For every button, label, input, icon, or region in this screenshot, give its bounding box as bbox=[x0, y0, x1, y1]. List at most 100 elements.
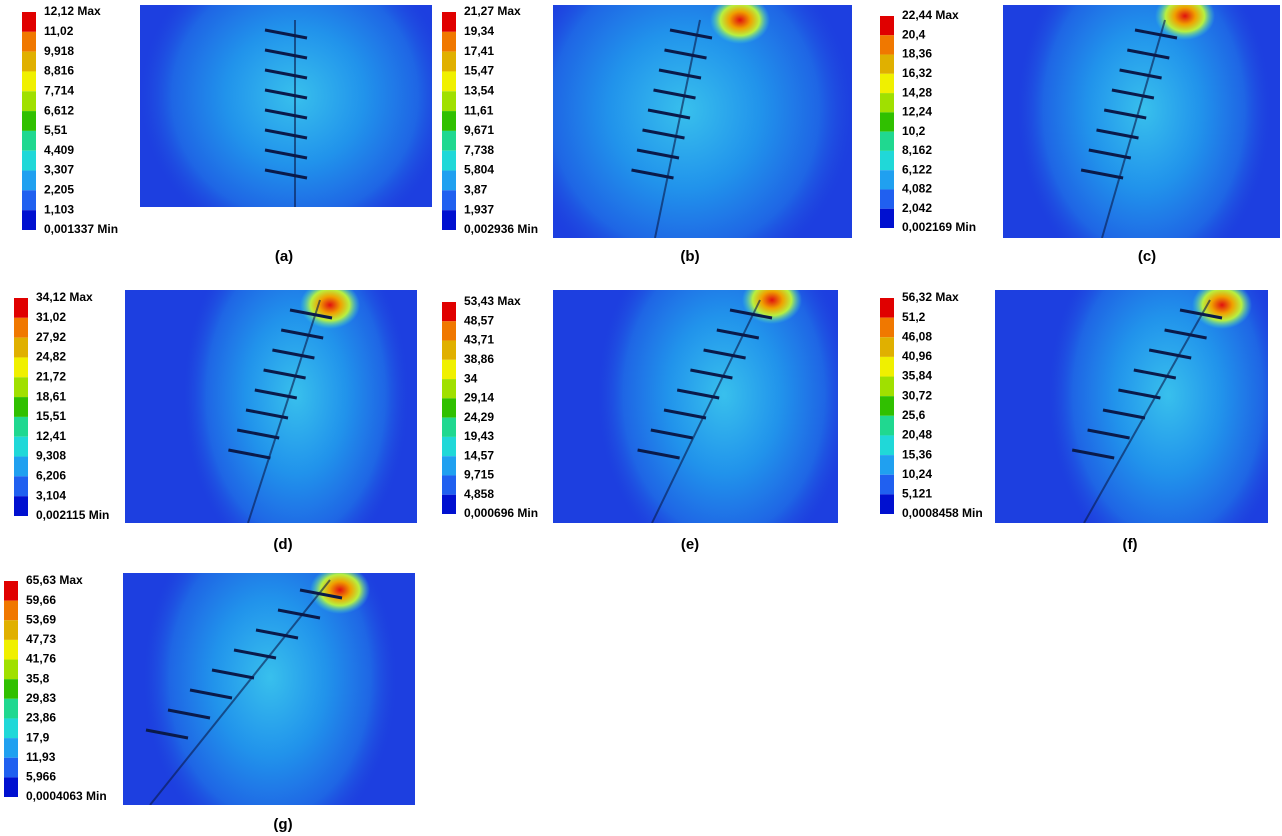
legend-swatch bbox=[4, 679, 18, 699]
caption: (e) bbox=[681, 536, 699, 553]
legend-label: 34 bbox=[464, 371, 478, 385]
legend-swatch bbox=[4, 738, 18, 758]
legend-swatch bbox=[442, 475, 456, 494]
legend-label: 20,48 bbox=[902, 428, 932, 442]
legend-label: 65,63 Max bbox=[26, 573, 83, 587]
legend-label: 2,205 bbox=[44, 183, 74, 197]
legend-swatch bbox=[22, 131, 36, 151]
legend-swatch bbox=[880, 337, 894, 357]
legend-label: 40,96 bbox=[902, 349, 932, 363]
field bbox=[1018, 0, 1270, 285]
legend-swatch bbox=[4, 620, 18, 640]
legend-swatch bbox=[14, 377, 28, 397]
legend-swatch bbox=[880, 318, 894, 338]
legend-swatch bbox=[4, 758, 18, 778]
legend-label: 0,002936 Min bbox=[464, 222, 538, 236]
legend-label: 21,27 Max bbox=[464, 4, 521, 18]
legend-swatch bbox=[442, 379, 456, 398]
legend-label: 20,4 bbox=[902, 27, 926, 41]
legend-label: 29,14 bbox=[464, 391, 494, 405]
legend-swatch bbox=[14, 397, 28, 417]
legend-label: 16,32 bbox=[902, 66, 932, 80]
legend-label: 8,162 bbox=[902, 143, 932, 157]
legend-label: 38,86 bbox=[464, 352, 494, 366]
legend-swatch bbox=[442, 341, 456, 360]
legend-label: 3,307 bbox=[44, 163, 74, 177]
legend-swatch bbox=[442, 190, 456, 210]
contour-image bbox=[140, 0, 449, 247]
legend-swatch bbox=[880, 35, 894, 54]
caption: (a) bbox=[275, 248, 293, 265]
legend-swatch bbox=[880, 74, 894, 93]
legend-label: 23,86 bbox=[26, 711, 56, 725]
legend-label: 7,714 bbox=[44, 83, 74, 97]
field bbox=[598, 220, 850, 569]
legend-swatch bbox=[880, 298, 894, 318]
legend-label: 0,002169 Min bbox=[902, 220, 976, 234]
legend-swatch bbox=[14, 298, 28, 318]
caption: (g) bbox=[273, 816, 292, 833]
contour-image bbox=[995, 220, 1282, 569]
legend-swatch bbox=[880, 435, 894, 455]
legend-label: 18,61 bbox=[36, 389, 66, 403]
legend-swatch bbox=[442, 151, 456, 171]
legend-label: 27,92 bbox=[36, 330, 66, 344]
legend-label: 5,51 bbox=[44, 123, 68, 137]
contour-image bbox=[553, 220, 850, 569]
legend-swatch bbox=[442, 91, 456, 111]
legend-label: 0,001337 Min bbox=[44, 222, 118, 236]
legend-swatch bbox=[4, 640, 18, 660]
legend-swatch bbox=[880, 132, 894, 151]
legend-swatch bbox=[14, 357, 28, 377]
legend-swatch bbox=[880, 112, 894, 131]
contour-image bbox=[125, 220, 417, 569]
panel: 12,12 Max11,029,9188,8167,7146,6125,514,… bbox=[22, 0, 449, 265]
legend-label: 9,308 bbox=[36, 449, 66, 463]
legend-label: 35,8 bbox=[26, 671, 50, 685]
legend-swatch bbox=[4, 699, 18, 719]
legend-label: 5,121 bbox=[902, 487, 932, 501]
legend-label: 13,54 bbox=[464, 83, 494, 97]
legend-swatch bbox=[880, 151, 894, 170]
hotspot bbox=[300, 281, 360, 329]
legend-label: 35,84 bbox=[902, 369, 932, 383]
legend-label: 10,2 bbox=[902, 124, 926, 138]
legend-swatch bbox=[22, 32, 36, 52]
legend-swatch bbox=[880, 475, 894, 495]
legend-label: 0,0008458 Min bbox=[902, 506, 983, 520]
legend-swatch bbox=[22, 190, 36, 210]
caption: (f) bbox=[1123, 536, 1138, 553]
legend-swatch bbox=[22, 210, 36, 230]
field bbox=[1049, 220, 1282, 569]
legend-swatch bbox=[14, 338, 28, 358]
legend-label: 51,2 bbox=[902, 310, 926, 324]
legend-swatch bbox=[442, 456, 456, 475]
field bbox=[184, 220, 408, 569]
legend-swatch bbox=[22, 12, 36, 32]
legend-label: 46,08 bbox=[902, 329, 932, 343]
contour-image bbox=[1003, 0, 1280, 285]
legend-swatch bbox=[880, 93, 894, 112]
legend-label: 1,937 bbox=[464, 202, 494, 216]
hotspot bbox=[310, 566, 370, 614]
legend-swatch bbox=[442, 32, 456, 52]
legend-label: 1,103 bbox=[44, 202, 74, 216]
legend-swatch bbox=[22, 171, 36, 191]
legend-swatch bbox=[4, 601, 18, 621]
hotspot bbox=[1192, 281, 1252, 329]
legend-swatch bbox=[880, 377, 894, 397]
legend-swatch bbox=[442, 71, 456, 91]
legend-label: 15,47 bbox=[464, 64, 494, 78]
panel: 65,63 Max59,6653,6947,7341,7635,829,8323… bbox=[4, 503, 415, 836]
legend-label: 25,6 bbox=[902, 408, 926, 422]
legend-swatch bbox=[22, 151, 36, 171]
legend-swatch bbox=[4, 777, 18, 797]
legend-label: 4,082 bbox=[902, 182, 932, 196]
legend-swatch bbox=[442, 302, 456, 321]
legend-label: 21,72 bbox=[36, 369, 66, 383]
legend-swatch bbox=[4, 660, 18, 680]
legend-label: 11,61 bbox=[464, 103, 494, 117]
panel: 53,43 Max48,5743,7138,863429,1424,2919,4… bbox=[442, 220, 850, 569]
legend-label: 6,612 bbox=[44, 103, 74, 117]
legend-swatch bbox=[22, 91, 36, 111]
